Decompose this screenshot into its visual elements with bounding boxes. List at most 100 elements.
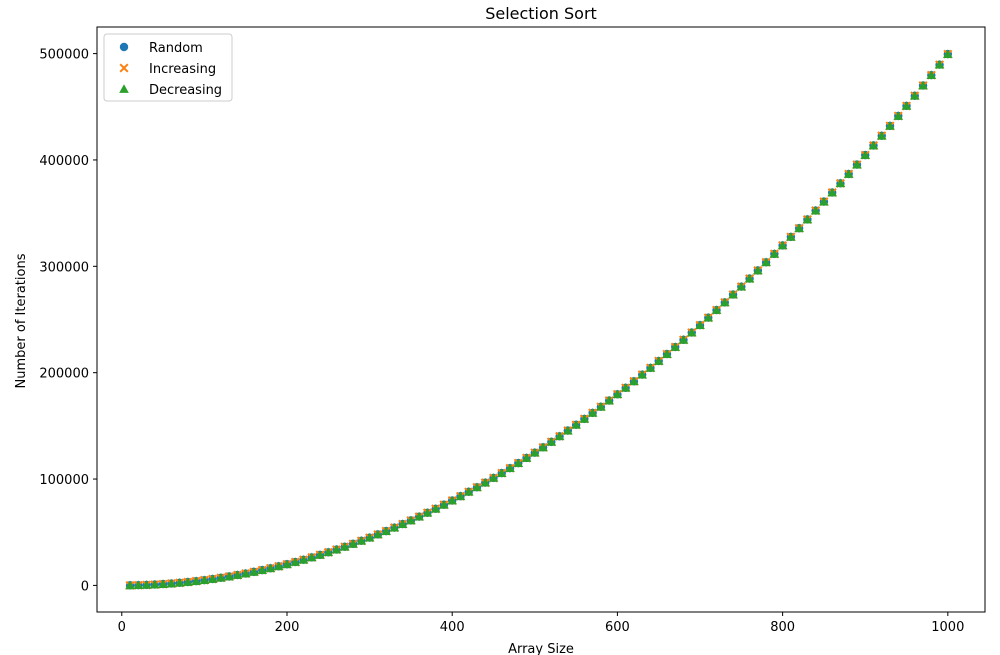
data-point [265,563,276,573]
data-point [348,539,358,548]
data-point [794,223,804,233]
data-point [918,80,928,90]
y-tick-label: 200000 [39,367,89,382]
legend-marker-decreasing [119,84,129,93]
data-point [744,273,755,283]
data-point [463,487,474,496]
data-point [125,580,135,590]
data-point [340,541,350,551]
legend: Random Increasing Decreasing [103,33,233,102]
data-point [885,121,895,130]
data-point [397,519,408,528]
x-tick-label: 200 [275,620,300,635]
data-point [909,90,920,100]
data-point [183,577,193,586]
data-point [232,570,243,579]
y-tick-label: 500000 [39,48,89,63]
x-tick-label: 1000 [931,620,964,635]
data-point [695,320,705,330]
data-point [736,281,747,291]
data-point [868,140,879,150]
legend-label: Decreasing [149,83,222,98]
data-point [662,349,672,358]
data-point [554,431,565,441]
x-tick-label: 600 [605,620,630,635]
series-decreasing [125,49,953,590]
data-point [141,580,152,589]
data-point [761,257,771,267]
legend-marker-increasing [119,63,129,73]
data-point [612,389,623,399]
legend-label: Random [149,41,203,56]
data-point [240,568,251,578]
data-point [447,495,457,505]
data-point [455,491,466,501]
data-point [207,574,218,583]
data-point [249,567,259,576]
data-point [629,376,639,386]
x-axis: 0 200 400 600 800 1000 [118,612,964,635]
x-tick-label: 400 [440,620,465,635]
data-point [819,196,829,206]
data-point [439,499,449,509]
legend-box [103,33,233,102]
data-point [637,369,647,379]
data-point [901,101,912,110]
data-point [282,559,292,569]
data-point [876,130,887,140]
data-point [670,342,681,351]
data-point [488,473,499,482]
data-point [158,579,168,588]
data-point [711,305,722,314]
y-tick-label: 300000 [39,260,89,275]
x-tick-label: 0 [118,620,126,635]
data-point [331,544,342,554]
data-point [364,532,375,542]
data-point [381,526,391,535]
data-point [686,327,697,337]
data-point [703,312,714,322]
data-point [472,482,482,492]
data-point [216,573,226,582]
data-point [769,249,780,258]
data-point [827,187,837,197]
data-point [587,408,598,417]
data-point [174,578,185,587]
data-point [579,414,590,423]
data-point [422,507,433,517]
data-point [810,205,821,215]
data-point [678,335,689,344]
data-point [306,552,317,562]
data-point [224,571,234,581]
data-point [166,578,177,588]
data-point [802,214,813,224]
data-point [777,240,788,250]
data-point [604,395,614,405]
data-point [571,420,581,429]
plot-frame [96,26,986,613]
data-point [653,356,664,365]
data-point [719,297,730,307]
data-point [406,515,416,525]
y-axis: 0 100000 200000 300000 400000 500000 [39,48,97,594]
chart-title: Selection Sort [485,4,597,23]
data-point [191,576,201,585]
data-point [563,425,573,435]
y-axis-label: Number of Iterations [14,253,29,388]
data-point [521,453,532,462]
series-increasing [125,49,953,590]
data-point [480,477,491,487]
data-point [389,522,400,532]
data-point [356,536,367,545]
data-point [513,458,524,467]
data-point [943,49,953,58]
series-random [125,49,953,590]
data-point [496,468,507,477]
y-tick-label: 0 [81,579,89,594]
data-point [934,59,945,69]
data-point [596,402,606,411]
data-point [290,557,301,566]
data-point [430,504,441,513]
data-point [620,383,631,392]
